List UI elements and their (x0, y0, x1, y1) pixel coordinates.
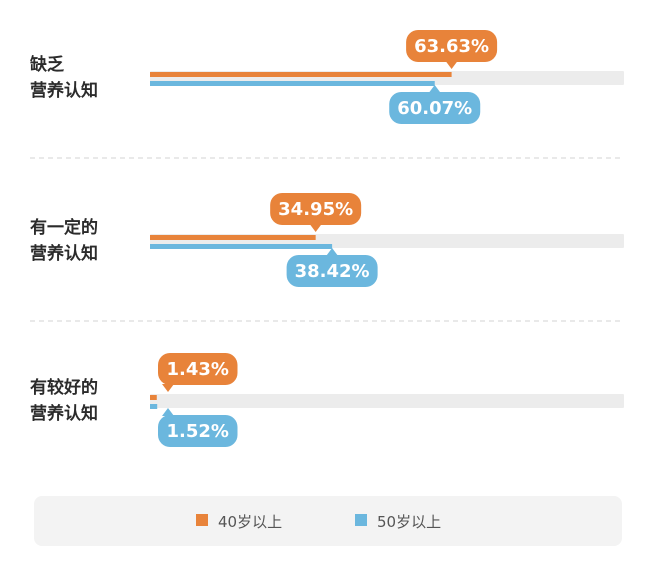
data-label-badge: 1.43% (158, 353, 238, 392)
badge-pointer (162, 384, 174, 392)
badge-pointer (428, 85, 441, 93)
legend-label-0: 40岁以上 (218, 513, 282, 531)
badge-bg (286, 255, 378, 287)
legend: 40岁以上 50岁以上 (34, 496, 622, 546)
data-label: 60.07% (397, 98, 472, 119)
badge-bg (270, 193, 362, 225)
bar-series-0 (150, 72, 452, 77)
badge-pointer (162, 408, 174, 416)
badge-pointer (445, 61, 458, 69)
data-label-badge: 38.42% (286, 248, 378, 287)
category-label: 营养认知 (30, 80, 98, 101)
data-label-badge: 63.63% (406, 30, 498, 69)
category-label: 营养认知 (30, 243, 98, 264)
legend-label-1: 50岁以上 (377, 513, 441, 531)
legend-swatch-1 (355, 514, 367, 526)
badge-pointer (326, 248, 339, 256)
bar-series-1 (150, 81, 435, 86)
data-label: 1.43% (167, 359, 229, 380)
data-label: 34.95% (278, 199, 353, 220)
data-label: 1.52% (167, 421, 229, 442)
badge-bg (158, 353, 238, 385)
category-label: 缺乏 (30, 54, 64, 75)
bar-track (150, 394, 624, 408)
bar-series-1 (150, 404, 158, 409)
category-label: 有一定的 (30, 217, 98, 238)
legend-swatch-0 (196, 514, 208, 526)
bar-series-1 (150, 244, 333, 249)
badge-bg (389, 92, 481, 124)
badge-bg (158, 415, 238, 447)
badge-pointer (309, 224, 322, 232)
badge-bg (406, 30, 498, 62)
data-label-badge: 60.07% (389, 85, 481, 124)
category-label: 营养认知 (30, 403, 98, 424)
data-label: 38.42% (295, 261, 370, 282)
legend-box (34, 496, 622, 546)
category-label: 有较好的 (30, 377, 98, 398)
bar-series-0 (150, 395, 157, 400)
bar-series-0 (150, 235, 316, 240)
data-label-badge: 1.52% (158, 408, 238, 447)
data-label-badge: 34.95% (270, 193, 362, 232)
data-label: 63.63% (414, 36, 489, 57)
